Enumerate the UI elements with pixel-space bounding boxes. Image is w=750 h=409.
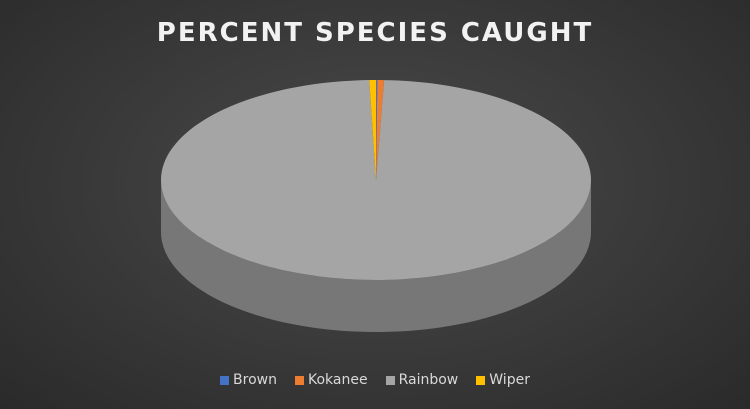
legend-item-kokanee: Kokanee [295, 372, 368, 388]
legend-swatch-wiper [476, 375, 486, 385]
pie-side-rainbow [161, 180, 591, 332]
legend-item-wiper: Wiper [476, 372, 530, 388]
legend-label-brown: Brown [233, 372, 277, 388]
legend-swatch-brown [220, 375, 230, 385]
legend-item-rainbow: Rainbow [385, 372, 459, 388]
pie-slice-kokanee [376, 80, 385, 180]
chart-title: PERCENT SPECIES CAUGHT [156, 18, 594, 48]
pie-slice-brown [376, 80, 378, 180]
legend-label-wiper: Wiper [489, 372, 530, 388]
pie-top [161, 80, 592, 280]
legend-swatch-rainbow [385, 375, 395, 385]
legend-item-brown: Brown [220, 372, 277, 388]
legend-label-kokanee: Kokanee [308, 372, 368, 388]
legend-swatch-kokanee [295, 375, 304, 385]
pie-side [161, 180, 591, 332]
legend: Brown Kokanee Rainbow Wiper [0, 372, 750, 388]
pie-slice-rainbow [161, 80, 592, 280]
legend-label-rainbow: Rainbow [398, 372, 459, 388]
pie-slice-wiper [369, 80, 376, 180]
